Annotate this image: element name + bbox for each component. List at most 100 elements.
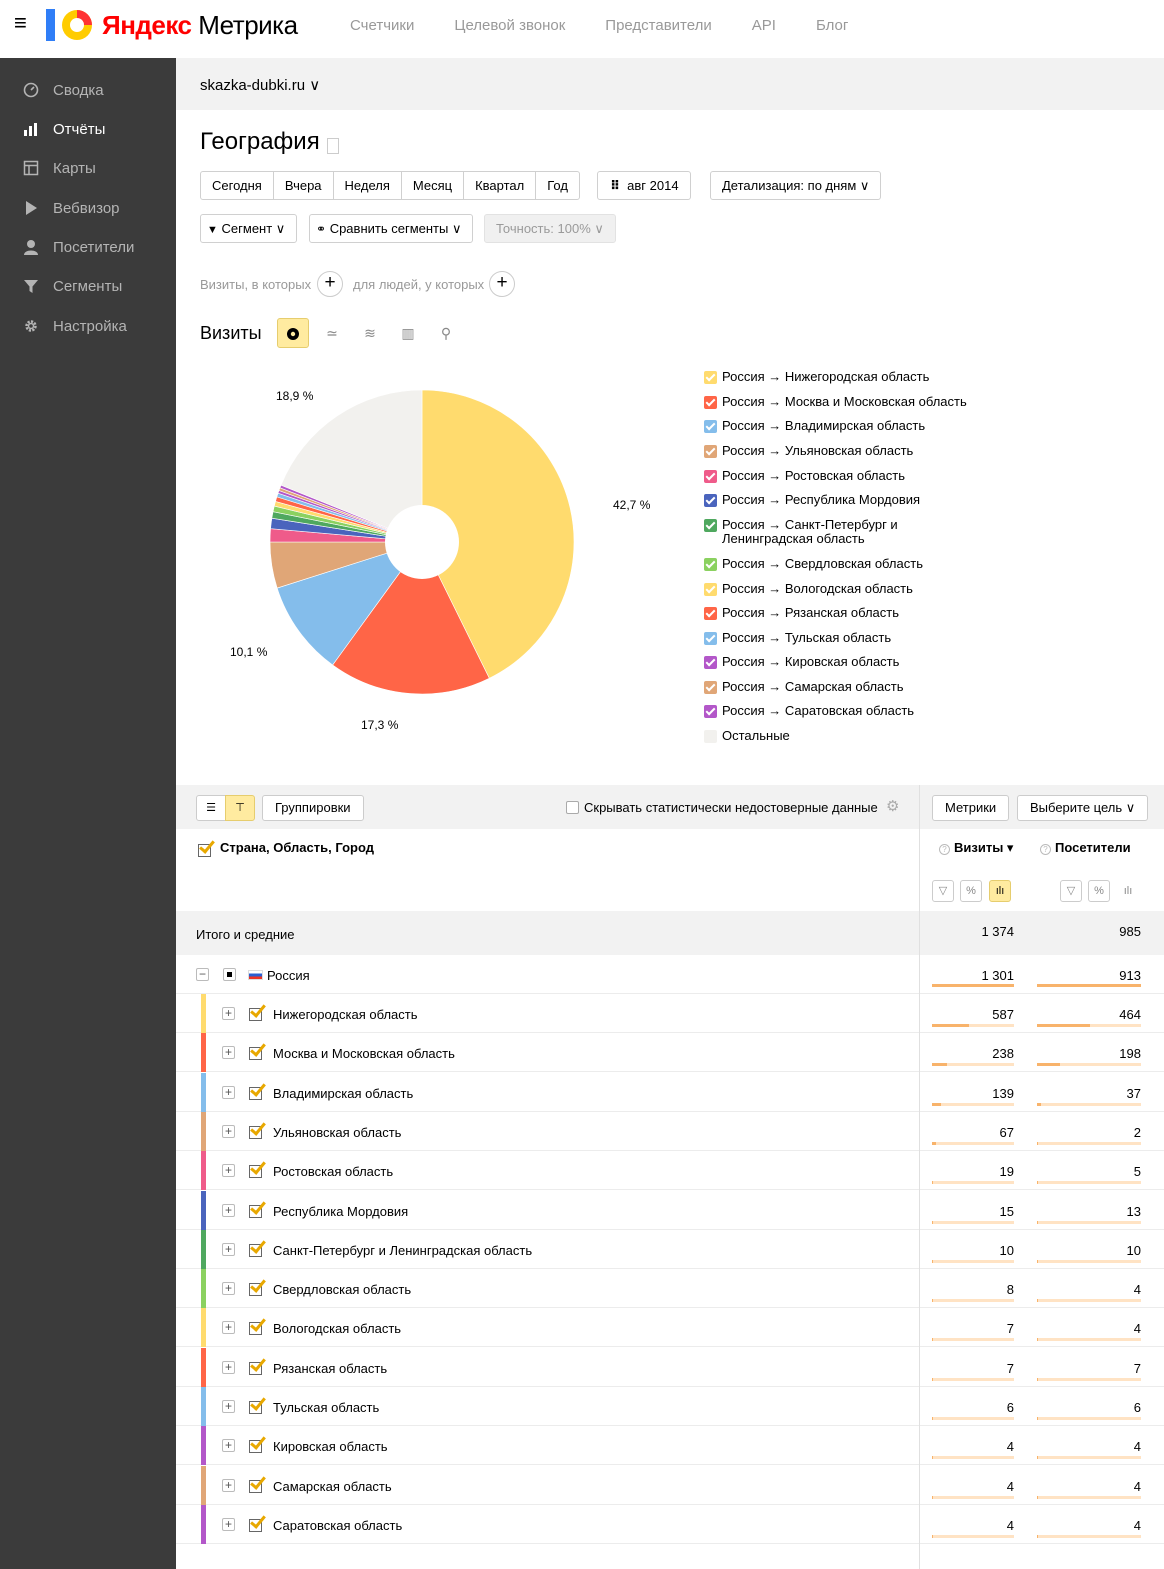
legend-item[interactable]: Россия → Ульяновская область [704,444,913,458]
row-checkbox[interactable] [248,1004,264,1021]
hide-unreliable-checkbox[interactable] [566,801,579,814]
period-yesterday[interactable]: Вчера [274,172,334,199]
legend-checkbox[interactable] [704,494,717,507]
legend-checkbox[interactable] [704,705,717,718]
row-checkbox[interactable] [248,1122,264,1139]
legend-item[interactable]: Россия → Владимирская область [704,419,925,433]
legend-checkbox[interactable] [704,583,717,596]
percent-icon[interactable]: % [1088,880,1110,902]
table-row[interactable]: + Владимирская область 139 37 [176,1072,1164,1112]
bar-chart-icon[interactable]: ılı [989,880,1011,902]
legend-item[interactable]: Россия → Москва и Московская область [704,395,967,409]
table-row[interactable]: + Санкт-Петербург и Ленинградская область… [176,1229,1164,1269]
accuracy-dropdown[interactable]: Точность: 100% ∨ [484,214,616,243]
expand-icon[interactable]: + [222,1321,235,1335]
legend-item[interactable]: Россия → Нижегородская область [704,370,929,384]
groupings-button[interactable]: Группировки [262,795,364,821]
legend-item[interactable]: Остальные [704,729,790,743]
visits-column-header[interactable]: ? Визиты ▾ [939,840,1013,856]
period-today[interactable]: Сегодня [201,172,274,199]
row-checkbox[interactable] [248,1043,264,1061]
table-row[interactable]: + Ульяновская область 67 2 [176,1111,1164,1151]
expand-icon[interactable]: + [222,1517,235,1531]
bookmark-icon[interactable] [327,138,339,154]
bar-chart-icon[interactable]: ılı [1117,880,1139,902]
add-visit-filter-button[interactable]: + [317,271,343,297]
expand-icon[interactable]: + [222,1439,235,1453]
add-people-filter-button[interactable]: + [489,271,515,297]
percent-icon[interactable]: % [960,880,982,902]
row-checkbox[interactable] [248,1436,264,1454]
row-checkbox[interactable] [248,1358,264,1375]
row-checkbox[interactable] [248,1397,264,1414]
row-checkbox[interactable] [248,1318,264,1336]
tree-view-button[interactable]: ⊤ [225,795,255,821]
help-icon[interactable]: ? [1040,844,1051,855]
legend-item[interactable]: Россия → Самарская область [704,680,904,694]
legend-item[interactable]: Россия → Тульская область [704,631,891,645]
nav-representatives[interactable]: Представители [605,17,712,34]
expand-icon[interactable]: + [222,1400,235,1413]
segment-button[interactable]: ▼ Сегмент ∨ [200,214,298,243]
row-checkbox[interactable] [248,1161,264,1179]
legend-item[interactable]: Россия → Саратовская область [704,704,914,718]
legend-item[interactable]: Россия → Республика Мордовия [704,493,920,507]
legend-checkbox[interactable] [704,396,717,409]
table-row[interactable]: + Республика Мордовия 15 13 [176,1190,1164,1230]
table-row[interactable]: + Саратовская область 4 4 [176,1504,1164,1544]
row-checkbox[interactable] [248,1476,264,1493]
choose-goal-button[interactable]: Выберите цель ∨ [1017,795,1149,821]
legend-checkbox[interactable] [704,371,717,384]
radio-icon[interactable] [223,968,236,981]
table-row[interactable]: + Свердловская область 8 4 [176,1269,1164,1309]
legend-checkbox[interactable] [704,470,717,483]
sidebar-item-visitors[interactable]: Посетители [22,236,134,258]
nav-api[interactable]: API [751,17,776,34]
legend-item[interactable]: Россия → Ростовская область [704,469,905,483]
sidebar-item-reports[interactable]: Отчёты [22,118,105,140]
table-row[interactable]: + Москва и Московская область 238 198 [176,1033,1164,1073]
collapse-icon[interactable]: − [196,968,209,981]
table-row[interactable]: + Ростовская область 19 5 [176,1151,1164,1191]
gear-icon[interactable]: ⚙ [886,798,900,815]
legend-checkbox[interactable] [704,519,717,532]
row-checkbox[interactable] [248,1515,264,1532]
expand-icon[interactable]: + [222,1085,235,1099]
table-row[interactable]: + Вологодская область 7 4 [176,1308,1164,1348]
legend-checkbox[interactable] [704,656,717,669]
row-checkbox[interactable] [248,1279,264,1297]
pie-chart-view-button[interactable] [277,318,309,348]
filter-icon[interactable]: ▽ [932,880,954,902]
table-row[interactable]: + Рязанская область 7 7 [176,1347,1164,1387]
site-selector[interactable]: skazka-dubki.ru ∨ [200,77,321,94]
expand-icon[interactable]: + [222,1478,235,1492]
legend-checkbox[interactable] [704,730,717,743]
sidebar-item-summary[interactable]: Сводка [22,79,104,101]
pie-slice-1[interactable] [332,541,490,695]
row-checkbox[interactable] [248,1240,264,1257]
period-week[interactable]: Неделя [334,172,402,199]
expand-icon[interactable]: + [222,1046,235,1060]
menu-icon[interactable]: ≡ [14,10,27,35]
legend-checkbox[interactable] [704,445,717,458]
line-chart-view-button[interactable]: ≃ [316,318,348,348]
legend-checkbox[interactable] [704,420,717,433]
expand-icon[interactable]: + [222,1203,235,1217]
legend-item[interactable]: Россия → Свердловская область [704,557,923,571]
logo-text[interactable]: Яндекс Метрика [102,10,298,41]
row-checkbox[interactable] [248,1201,264,1218]
legend-item[interactable]: Россия → Вологодская область [704,582,913,596]
legend-item[interactable]: Россия → Рязанская область [704,606,899,620]
map-view-button[interactable]: ⚲ [430,318,462,348]
help-icon[interactable]: ? [939,844,950,855]
nav-blog[interactable]: Блог [815,17,849,34]
date-range-button[interactable]: ⠿ авг 2014 [597,171,691,200]
table-row[interactable]: + Нижегородская область 587 464 [176,994,1164,1033]
metrika-logo-icon[interactable] [46,8,94,42]
period-year[interactable]: Год [547,178,568,193]
expand-icon[interactable]: + [222,1282,235,1296]
bar-chart-view-button[interactable]: ▥ [392,318,424,348]
period-month[interactable]: Месяц [402,172,465,199]
filter-icon[interactable]: ▽ [1060,880,1082,902]
expand-icon[interactable]: + [222,1007,235,1020]
